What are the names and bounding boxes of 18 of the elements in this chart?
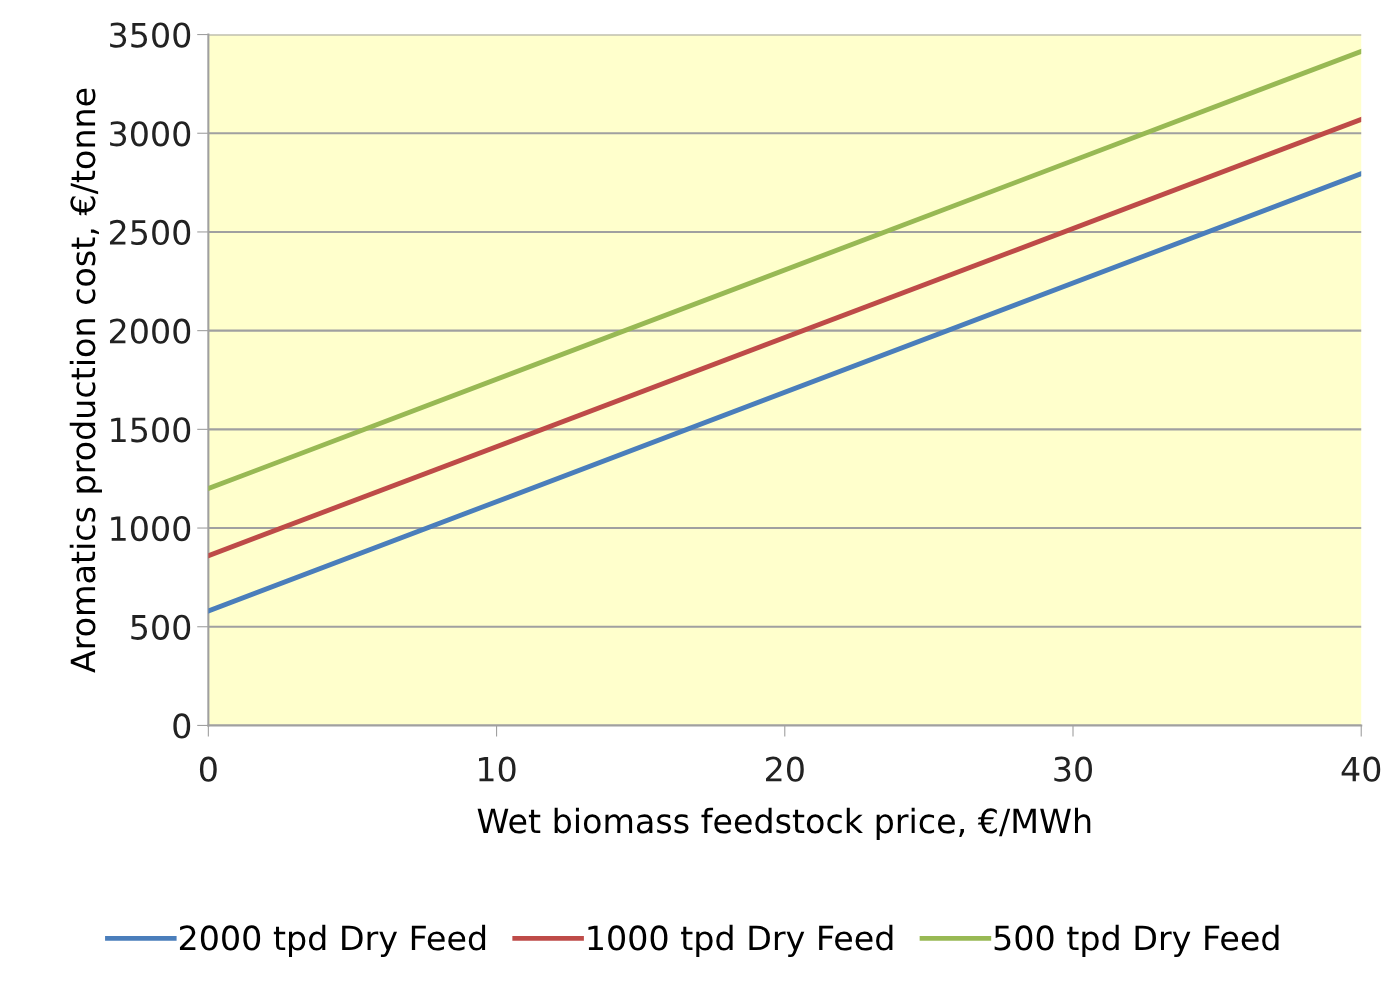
- x-tick-label: 30: [1054, 756, 1092, 782]
- y-tick-label: 0: [173, 713, 191, 739]
- x-tick-label: 0: [199, 756, 217, 782]
- x-tick-label: 40: [1341, 756, 1381, 782]
- y-tick-label: 1000: [111, 515, 191, 542]
- y-tick-label: 2500: [109, 219, 191, 246]
- legend-label: 1000 tpd Dry Feed: [588, 924, 893, 957]
- x-axis-title: Wet biomass feedstock price, €/MWh: [477, 807, 1091, 840]
- y-tick-label: 2000: [109, 318, 191, 344]
- x-tick-label: 10: [479, 756, 516, 782]
- x-tick-label: 20: [766, 756, 804, 782]
- y-tick-label: 1500: [111, 417, 191, 443]
- y-tick-label: 3500: [110, 22, 191, 48]
- y-tick-label: 500: [131, 614, 191, 640]
- legend-label: 500 tpd Dry Feed: [994, 924, 1279, 957]
- y-axis-title: Aromatics production cost, €/tonne: [69, 88, 102, 673]
- legend-label: 2000 tpd Dry Feed: [179, 924, 486, 957]
- y-tick-label: 3000: [110, 121, 191, 147]
